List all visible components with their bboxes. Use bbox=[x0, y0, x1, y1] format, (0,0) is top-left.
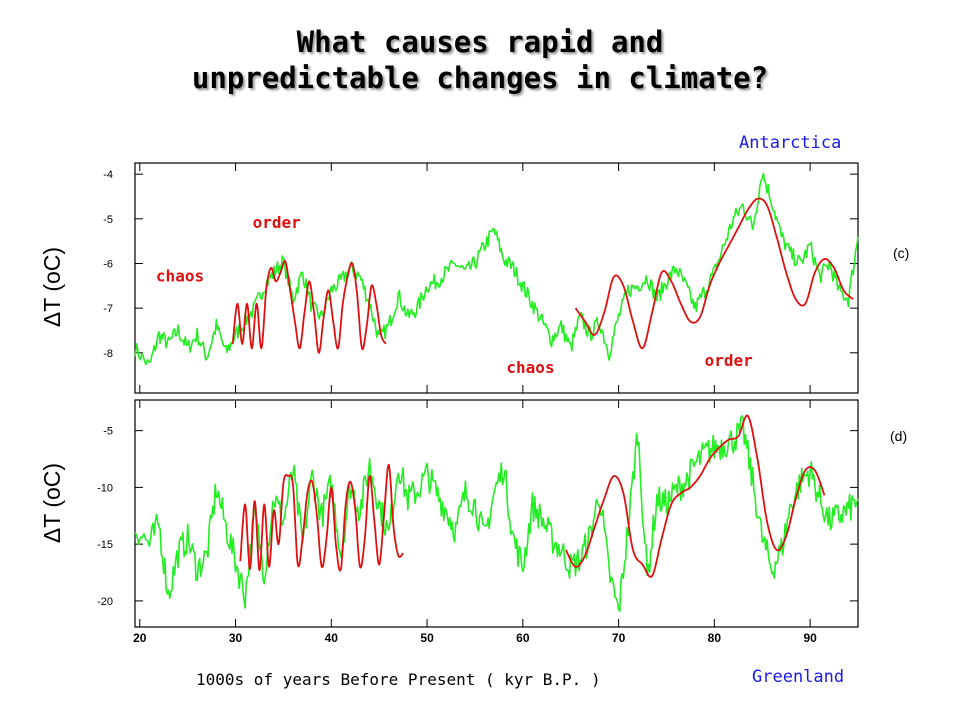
series-fit-2-2 bbox=[239, 463, 404, 572]
y-tick-label: -6 bbox=[103, 258, 113, 270]
x-tick-label: 50 bbox=[420, 631, 434, 645]
annotation-chaos: chaos bbox=[156, 266, 204, 285]
label-layer: -4 -5 -6 -7 -8 order chaos chaos order (c) ΔT (oC)… bbox=[39, 169, 909, 645]
panel-frames bbox=[134, 162, 859, 628]
y-tick-label: -15 bbox=[97, 539, 113, 551]
x-tick-label: 30 bbox=[229, 631, 243, 645]
x-tick-label: 20 bbox=[133, 631, 147, 645]
x-tick-label: 80 bbox=[708, 631, 722, 645]
x-tick-label: 40 bbox=[325, 631, 339, 645]
title-line-2: unpredictable changes in climate? bbox=[191, 61, 769, 95]
y-tick-label: -20 bbox=[97, 596, 113, 608]
title-line-1: What causes rapid and bbox=[296, 25, 664, 59]
annotation-order: order bbox=[253, 213, 301, 232]
series-fit-1-2 bbox=[231, 259, 387, 354]
series-data-2-1 bbox=[134, 414, 859, 612]
site-label-greenland: Greenland bbox=[752, 667, 845, 687]
annotation-order: order bbox=[705, 351, 753, 370]
site-label-antarctica: Antarctica bbox=[739, 133, 842, 153]
y-tick-label: -8 bbox=[103, 348, 113, 360]
annotation-chaos: chaos bbox=[506, 358, 554, 377]
series-fit-2-3 bbox=[565, 414, 826, 578]
x-tick-label: 70 bbox=[612, 631, 626, 645]
series-layer bbox=[134, 172, 859, 612]
y-tick-label: -7 bbox=[103, 303, 113, 315]
x-tick-label: 90 bbox=[803, 631, 817, 645]
series-data-1-1 bbox=[134, 172, 859, 366]
y-axis-label: ΔT (oC) bbox=[39, 463, 65, 543]
y-tick-label: -10 bbox=[97, 482, 113, 494]
x-axis-label: 1000s of years Before Present ( kyr B.P.… bbox=[196, 670, 601, 689]
panel-label: (c) bbox=[893, 245, 909, 261]
panel-label: (d) bbox=[890, 428, 907, 444]
panel-frame-2 bbox=[134, 399, 859, 628]
y-axis-label: ΔT (oC) bbox=[39, 247, 65, 327]
panel-frame-1 bbox=[134, 162, 859, 394]
y-tick-label: -5 bbox=[103, 426, 113, 438]
axis-ticks bbox=[135, 163, 858, 627]
y-tick-label: -5 bbox=[103, 214, 113, 226]
slide-title: What causes rapid and unpredictable chan… bbox=[0, 24, 960, 96]
y-tick-label: -4 bbox=[103, 169, 113, 181]
x-tick-label: 60 bbox=[516, 631, 530, 645]
series-fit-1-3 bbox=[574, 197, 854, 350]
